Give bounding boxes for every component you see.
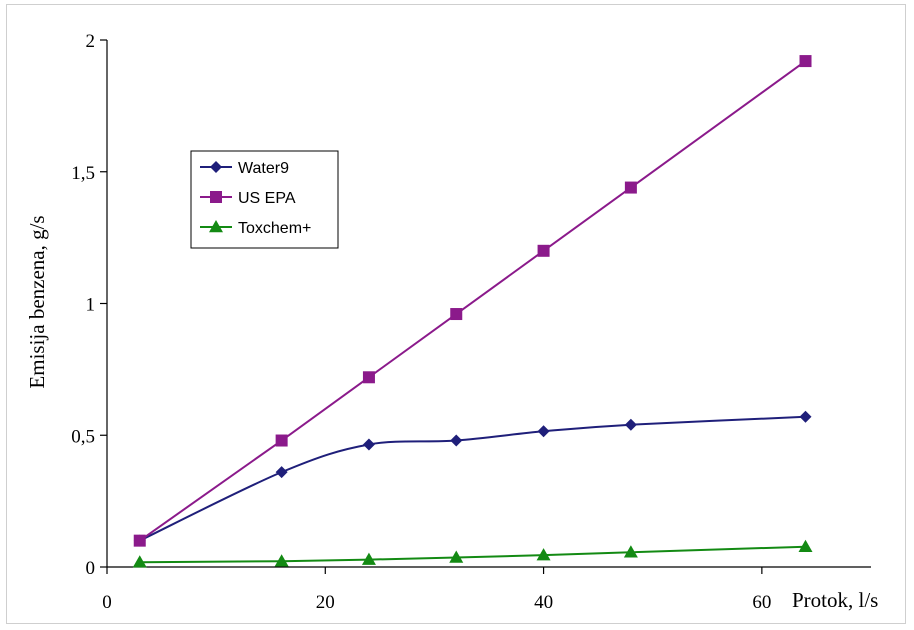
axes (106, 40, 871, 568)
data-point-water9 (537, 425, 550, 438)
x-axis-title: Protok, l/s (792, 588, 878, 612)
series-water9 (133, 410, 812, 547)
data-point-water9 (275, 466, 288, 479)
data-point-us-epa (362, 371, 375, 384)
data-point-water9 (450, 434, 463, 447)
series-line-us-epa (139, 60, 807, 542)
data-point-toxchem (449, 550, 464, 563)
data-point-toxchem (536, 548, 551, 561)
legend-item-toxchem: Toxchem+ (200, 220, 311, 237)
legend-item-us-epa: US EPA (200, 190, 296, 207)
data-point-toxchem (274, 554, 289, 567)
data-point-us-epa (275, 434, 288, 447)
legend-label: US EPA (238, 190, 296, 207)
y-ticks: 0 0,5 1 1,5 2 (71, 31, 107, 579)
data-point-us-epa (450, 308, 463, 321)
data-point-us-epa (537, 244, 550, 257)
y-tick-label: 1 (86, 295, 96, 316)
x-tick-label: 40 (534, 592, 553, 613)
legend-items: Water9 US EPA Toxchem+ (200, 160, 311, 237)
data-point-toxchem (361, 552, 376, 565)
legend-item-water9: Water9 (200, 160, 289, 177)
y-tick-label: 2 (86, 31, 96, 52)
legend-label: Water9 (238, 160, 289, 177)
data-point-toxchem (623, 545, 638, 558)
legend-marker (210, 161, 222, 173)
x-tick-label: 60 (752, 592, 771, 613)
data-point-us-epa (133, 534, 146, 547)
y-axis-title: Emisija benzena, g/s (25, 215, 49, 388)
data-point-us-epa (624, 181, 637, 194)
series-line-toxchem (139, 545, 806, 564)
data-point-toxchem (798, 539, 813, 552)
data-point-water9 (799, 410, 812, 423)
data-point-toxchem (132, 555, 147, 568)
series-toxchem (132, 539, 813, 568)
data-point-water9 (624, 418, 637, 431)
x-tick-label: 0 (102, 592, 112, 613)
y-tick-label: 0 (86, 558, 96, 579)
y-tick-label: 0,5 (71, 426, 95, 447)
legend-marker (210, 191, 222, 203)
series-line-water9 (139, 415, 806, 542)
data-point-water9 (362, 438, 375, 451)
data-point-us-epa (799, 55, 812, 68)
y-tick-label: 1,5 (71, 163, 95, 184)
series-us-epa (133, 55, 812, 547)
x-ticks: 0 20 40 60 (102, 567, 771, 613)
legend-label: Toxchem+ (238, 220, 311, 237)
x-tick-label: 20 (316, 592, 335, 613)
legend: Water9 US EPA Toxchem+ (190, 150, 339, 249)
series-layer (132, 55, 813, 568)
legend-marker (209, 220, 223, 233)
